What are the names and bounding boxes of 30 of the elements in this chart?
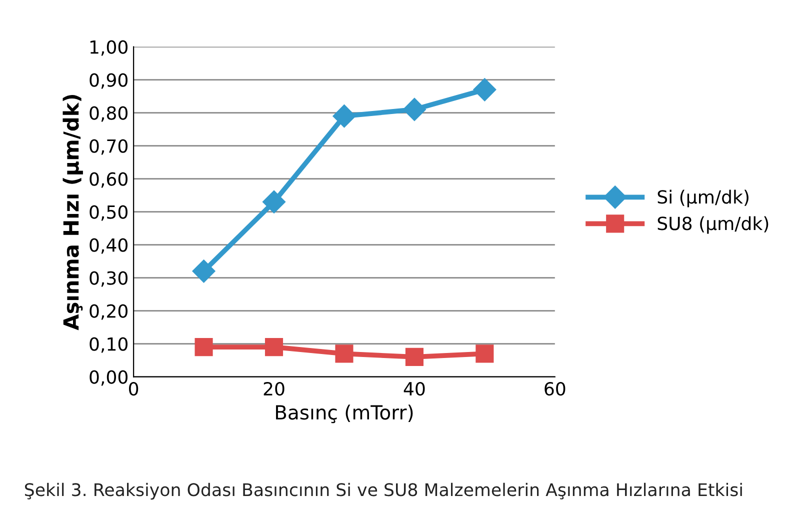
y-axis-title: Aşınma Hızı (µm/dk) [62, 95, 83, 330]
text: Şekil 3. Reaksiyon Odası Basıncının Si ve SU8 Malzemelerin Aşınma Hızlarına Etkisi [24, 482, 742, 500]
point [264, 338, 284, 356]
x-tick-label: 40 [404, 382, 425, 396]
y-tick-label: 0,10 [90, 337, 128, 353]
y-tick-label: 0,70 [90, 139, 128, 155]
point [402, 98, 426, 121]
point [192, 260, 216, 283]
y-tick-label: 0,60 [90, 172, 128, 188]
y-tick-label: 0,30 [90, 271, 128, 287]
legend-label: SU8 (µm/dk) [658, 216, 768, 234]
point [335, 344, 354, 363]
point [194, 338, 213, 356]
y-tick-label: 1,00 [90, 40, 128, 56]
point [262, 190, 286, 214]
y-tick-label: 0,90 [90, 73, 128, 89]
legend-label: Si (µm/dk) [658, 190, 748, 208]
x-tick-label: 60 [544, 382, 566, 396]
x-tick-label: 0 [129, 382, 138, 396]
y-tick-label: 0,00 [90, 370, 128, 386]
y-tick-label: 0,80 [90, 106, 128, 122]
point [473, 78, 496, 102]
x-axis-title: Basınç (mTorr) [276, 404, 413, 424]
y-tick-label: 0,50 [90, 205, 128, 221]
y-tick-label: 0,40 [90, 238, 128, 254]
x-tick-label: 20 [264, 382, 284, 396]
point [476, 344, 494, 363]
y-tick-label: 0,20 [90, 304, 128, 320]
point [332, 104, 356, 128]
point [405, 348, 424, 366]
